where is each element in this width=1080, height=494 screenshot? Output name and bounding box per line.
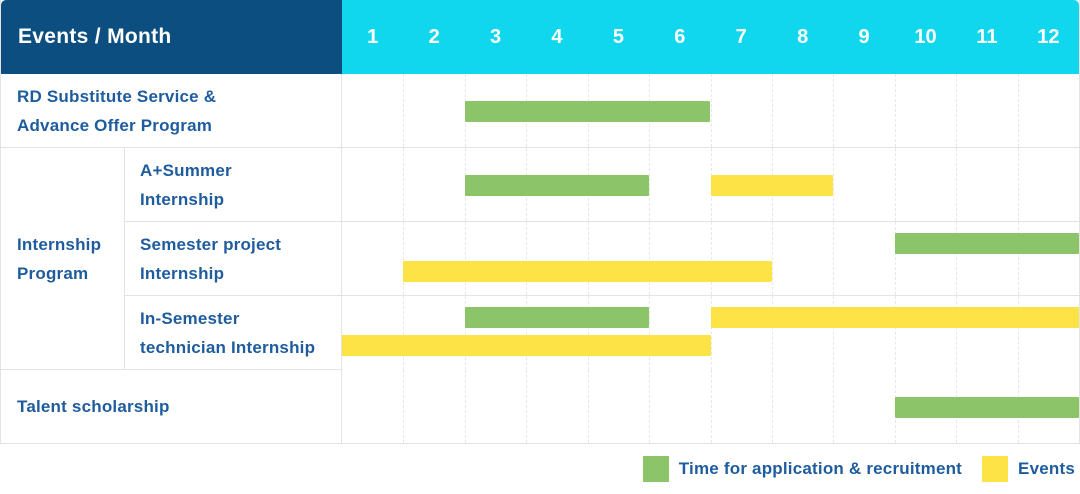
gantt-bar-events xyxy=(342,335,711,356)
gantt-bar-recruitment xyxy=(894,397,1079,418)
legend-label-recruitment: Time for application & recruitment xyxy=(678,459,963,478)
month-gridline xyxy=(1017,222,1019,295)
month-gridline xyxy=(464,296,466,370)
table-row-rd-substitute: RD Substitute Service & Advance Offer Pr… xyxy=(1,74,1079,148)
row-label-in-semester: In-Semester technician Internship xyxy=(125,296,342,370)
row-label-a-summer: A+Summer Internship xyxy=(125,148,342,221)
month-gridline xyxy=(771,370,773,443)
row-label-semester-project: Semester project Internship xyxy=(125,222,342,295)
gantt-bar-recruitment xyxy=(464,307,650,328)
row-grid-semester-project xyxy=(342,222,1079,295)
gantt-bar-recruitment xyxy=(894,233,1079,254)
internship-program-group: Internship Program A+Summer Internship S… xyxy=(1,148,1079,370)
month-gridline xyxy=(1017,74,1019,147)
month-gridline xyxy=(894,296,896,370)
group-label-internship-program: Internship Program xyxy=(1,148,125,369)
month-gridline xyxy=(833,74,835,147)
legend-item-recruitment: Time for application & recruitment xyxy=(642,456,963,482)
month-header-cell: 2 xyxy=(428,25,440,48)
row-label-rd-substitute: RD Substitute Service & Advance Offer Pr… xyxy=(1,74,342,147)
month-gridline xyxy=(403,296,405,370)
month-gridline xyxy=(403,370,405,443)
row-grid-in-semester xyxy=(342,296,1079,370)
month-gridline xyxy=(894,148,896,221)
month-gridline xyxy=(833,148,835,221)
month-gridline xyxy=(771,296,773,370)
table-row-in-semester: In-Semester technician Internship xyxy=(125,296,1079,370)
month-gridline xyxy=(587,222,589,295)
table-row-talent-scholarship: Talent scholarship xyxy=(1,370,1079,444)
month-gridline xyxy=(956,74,958,147)
month-gridline xyxy=(403,148,405,221)
gantt-bar-events xyxy=(710,175,834,196)
month-gridline xyxy=(649,370,651,443)
row-grid-a-summer xyxy=(342,148,1079,221)
gantt-bar-recruitment xyxy=(464,101,711,122)
gantt-bar-recruitment xyxy=(464,175,650,196)
month-header-cell: 5 xyxy=(612,25,624,48)
chart-legend: Time for application & recruitment Event… xyxy=(0,444,1080,494)
row-grid-rd-substitute xyxy=(342,74,1079,147)
month-header-cell: 4 xyxy=(551,25,563,48)
month-gridline xyxy=(526,370,528,443)
month-gridline xyxy=(710,370,712,443)
row-grid-talent-scholarship xyxy=(342,370,1079,443)
month-gridline xyxy=(833,222,835,295)
month-gridline xyxy=(894,74,896,147)
month-gridline xyxy=(956,296,958,370)
events-color-swatch xyxy=(982,456,1009,482)
month-header-cell: 12 xyxy=(1037,25,1060,48)
month-gridline xyxy=(1017,148,1019,221)
month-gridline xyxy=(771,74,773,147)
recruitment-color-swatch xyxy=(642,456,669,482)
month-gridline xyxy=(710,296,712,370)
legend-item-events: Events xyxy=(982,456,1075,482)
month-header-cell: 3 xyxy=(489,25,502,48)
month-gridline xyxy=(587,296,589,370)
month-gridline xyxy=(1017,296,1019,370)
month-gridline xyxy=(403,222,405,295)
month-gridline xyxy=(771,222,773,295)
month-gridline xyxy=(526,296,528,370)
month-header-cell: 7 xyxy=(735,25,747,48)
month-gridline xyxy=(833,296,835,370)
month-header-cell: 10 xyxy=(914,25,937,48)
month-gridline xyxy=(956,148,958,221)
month-gridline xyxy=(649,296,651,370)
events-month-table: Events / Month 1 2 3 4 5 6 7 8 9 10 11 12 RD Substi… xyxy=(0,0,1080,444)
row-label-talent-scholarship: Talent scholarship xyxy=(1,370,342,443)
month-gridline xyxy=(894,222,896,295)
month-header-cell: 6 xyxy=(674,25,686,48)
month-gridline xyxy=(956,222,958,295)
table-header-row: Events / Month 1 2 3 4 5 6 7 8 9 10 11 12 xyxy=(1,0,1079,74)
month-gridline xyxy=(710,222,712,295)
month-header-cell: 1 xyxy=(367,25,379,48)
table-row-semester-project: Semester project Internship xyxy=(125,222,1079,296)
month-gridline xyxy=(649,148,651,221)
month-gridline xyxy=(710,74,712,147)
month-header-cell: 8 xyxy=(797,25,809,48)
month-gridline xyxy=(403,74,405,147)
month-gridline xyxy=(587,370,589,443)
events-month-header-cell: Events / Month xyxy=(1,0,342,74)
table-row-a-summer: A+Summer Internship xyxy=(125,148,1079,222)
internship-program-subrows: A+Summer Internship Semester project Int… xyxy=(125,148,1079,370)
month-gridline xyxy=(833,370,835,443)
month-gridline xyxy=(649,222,651,295)
month-header-cell: 9 xyxy=(858,25,870,48)
gantt-bar-events xyxy=(710,307,1079,328)
legend-label-events: Events xyxy=(1018,459,1075,478)
month-gridline xyxy=(464,222,466,295)
month-gridline xyxy=(526,222,528,295)
month-gridline xyxy=(464,370,466,443)
month-header-cell: 11 xyxy=(976,25,998,48)
month-header-row: 1 2 3 4 5 6 7 8 9 10 11 12 xyxy=(342,0,1079,74)
gantt-bar-events xyxy=(403,261,772,282)
